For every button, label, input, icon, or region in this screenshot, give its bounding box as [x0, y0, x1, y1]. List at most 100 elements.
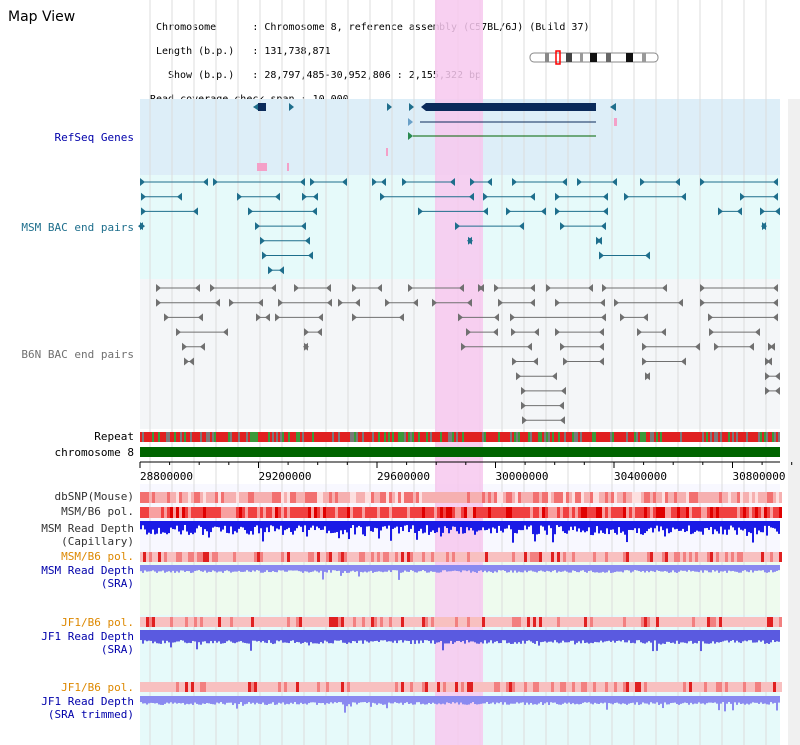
msm-b6-pol-cell: [425, 507, 428, 518]
msm-cap-depth-bar: [350, 521, 352, 529]
gene-feature[interactable]: [614, 118, 617, 126]
jf1-trim-depth-bar: [618, 696, 620, 704]
jf1-trim-depth-bar: [514, 696, 516, 704]
msm-b6-pol-sra-cell: [728, 552, 731, 562]
jf1-trim-depth-bar: [588, 696, 590, 703]
msm-sra-depth-bar: [668, 565, 670, 573]
jf1-b6-pol-cell: [185, 617, 188, 627]
read-depth-tracks[interactable]: [140, 521, 780, 713]
jf1-sra-depth-bar: [208, 630, 210, 644]
msm-sra-depth-bar: [376, 565, 378, 572]
msm-b6-pol-sra-cell: [749, 552, 752, 562]
jf1-b6-pol-trim-cell: [188, 682, 191, 692]
jf1-b6-pol-cell: [335, 617, 338, 627]
jf1-trim-depth-bar: [216, 696, 218, 703]
refseq-genes-track[interactable]: [253, 103, 617, 171]
jf1-b6-pol-trim-cell: [434, 682, 437, 692]
jf1-b6-pol-trim-cell: [290, 682, 293, 692]
msm-sra-depth-bar: [396, 565, 398, 571]
repeat-segment: [668, 432, 670, 442]
repeat-segment: [366, 432, 368, 442]
msm-cap-depth-bar: [664, 521, 666, 537]
msm-cap-depth-bar: [428, 521, 430, 535]
msm-b6-pol-sra-cell: [329, 552, 332, 562]
msm-sra-depth-bar: [354, 565, 356, 572]
bac-end-arrow-icon: [355, 298, 360, 307]
repeat-track[interactable]: [140, 432, 780, 442]
msm-b6-pol-sra-cell: [335, 552, 338, 562]
msm-sra-depth-bar: [744, 565, 746, 571]
jf1-b6-pol-trim-cell: [737, 682, 740, 692]
heatmap-tracks[interactable]: [140, 492, 782, 692]
jf1-b6-pol-cell: [284, 617, 287, 627]
jf1-b6-pol-cell: [344, 617, 347, 627]
jf1-sra-depth-bar: [430, 630, 432, 644]
repeat-segment: [210, 432, 212, 442]
jf1-trim-depth-bar: [310, 696, 312, 703]
jf1-b6-pol-trim-cell: [359, 682, 362, 692]
msm-b6-pol-sra-cell: [488, 552, 491, 562]
jf1-trim-depth-bar: [774, 696, 776, 703]
msm-b6-pol-sra-cell: [173, 552, 176, 562]
scrollbar-track[interactable]: [788, 99, 800, 745]
jf1-b6-pol-cell: [428, 617, 431, 627]
b6n-bac-track[interactable]: [156, 284, 780, 425]
msm-b6-pol-sra-cell: [269, 552, 272, 562]
jf1-b6-pol-trim-cell: [761, 682, 764, 692]
msm-sra-depth-bar: [762, 565, 764, 571]
msm-bac-track[interactable]: [138, 178, 780, 275]
msm-cap-depth-bar: [624, 521, 626, 535]
msm-cap-depth-bar: [592, 521, 594, 536]
bac-end-arrow-icon: [304, 328, 309, 337]
msm-sra-depth-bar: [776, 565, 778, 571]
msm-sra-depth-bar: [486, 565, 488, 573]
chromosome-bar[interactable]: [140, 447, 780, 457]
gene-feature[interactable]: [287, 163, 289, 171]
jf1-trim-depth-bar: [418, 696, 420, 703]
msm-cap-depth-bar: [550, 521, 552, 529]
repeat-segment: [680, 432, 682, 442]
msm-b6-pol-sra-cell: [350, 552, 353, 562]
repeat-segment: [716, 432, 718, 442]
gene-feature[interactable]: [257, 163, 267, 171]
msm-cap-depth-bar: [334, 521, 336, 533]
msm-b6-pol-cell: [449, 507, 452, 518]
msm-sra-depth-bar: [736, 565, 738, 572]
gene-feature[interactable]: [386, 148, 388, 156]
jf1-trim-depth-bar: [176, 696, 178, 704]
track-labels: RefSeq Genes MSM BAC end pairs B6N BAC e…: [21, 131, 134, 721]
jf1-sra-depth-bar: [536, 630, 538, 642]
msm-b6-pol-sra-cell: [398, 552, 401, 562]
msm-b6-pol-sra-cell: [359, 552, 362, 562]
gene-feature[interactable]: [258, 103, 266, 111]
bac-end-arrow-icon: [455, 222, 460, 231]
msm-sra-depth-bar: [182, 565, 184, 571]
jf1-trim-depth-bar: [328, 696, 330, 704]
repeat-segment: [584, 432, 586, 442]
msm-cap-depth-bar: [288, 521, 290, 528]
dbsnp-cell: [362, 492, 365, 503]
jf1-sra-depth-bar: [182, 630, 184, 641]
jf1-trim-depth-bar: [640, 696, 642, 705]
msm-b6-pol-sra-cell: [224, 552, 227, 562]
jf1-sra-depth-bar: [572, 630, 574, 641]
msm-sra-depth-bar: [294, 565, 296, 571]
msm-cap-depth-bar: [212, 521, 214, 528]
gene-feature[interactable]: [426, 103, 596, 111]
msm-sra-depth-bar: [300, 565, 302, 572]
msm-cap-depth-bar: [516, 521, 518, 534]
jf1-trim-depth-bar: [340, 696, 342, 703]
repeat-segment: [774, 432, 776, 442]
msm-b6-pol-cell: [752, 507, 755, 518]
jf1-b6-pol-cell: [251, 617, 254, 627]
jf1-b6-pol-cell: [230, 617, 233, 627]
jf1-trim-depth-bar: [368, 696, 370, 703]
repeat-segment: [588, 432, 590, 442]
chromosome-ideogram[interactable]: [529, 50, 659, 65]
jf1-b6-pol-cell: [575, 617, 578, 627]
bac-end-arrow-icon: [662, 284, 667, 292]
jf1-sra-depth-bar: [524, 630, 526, 644]
jf1-sra-depth-bar: [336, 630, 338, 641]
dbsnp-cell: [560, 492, 563, 503]
